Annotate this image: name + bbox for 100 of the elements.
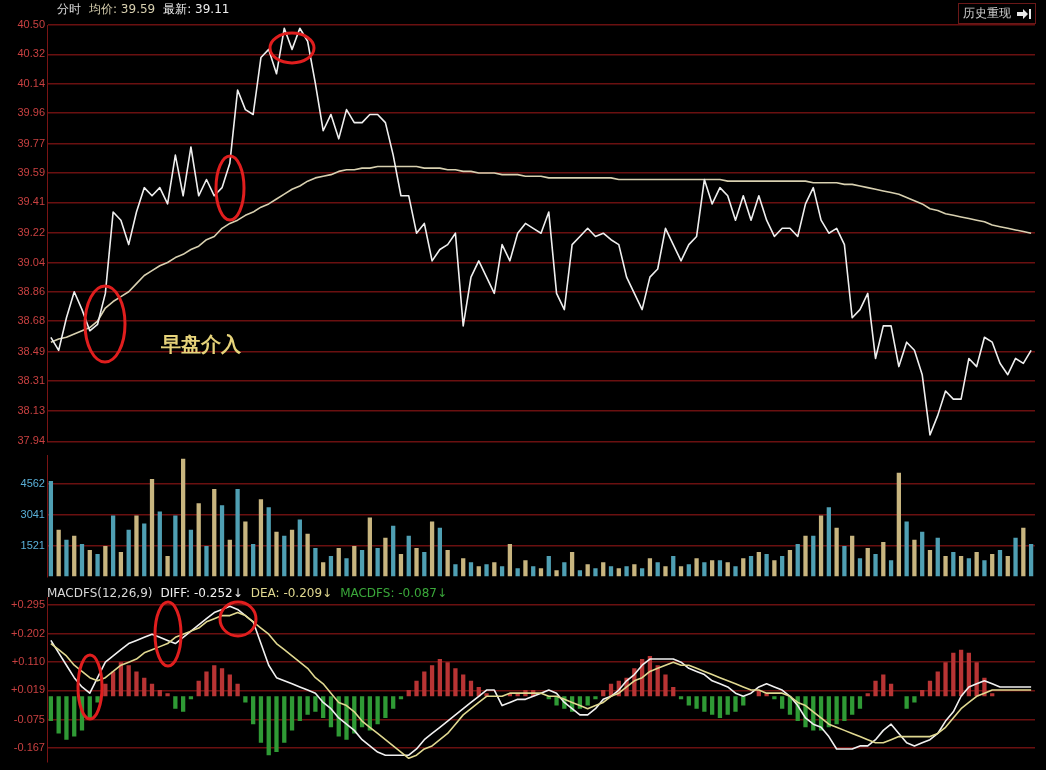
bar	[212, 489, 217, 577]
bar	[888, 683, 894, 697]
bar	[204, 671, 209, 697]
bar	[577, 570, 583, 577]
bar	[344, 558, 349, 577]
bar	[717, 696, 723, 718]
bar	[531, 566, 536, 577]
bar	[663, 674, 668, 697]
bar	[997, 550, 1003, 577]
bar	[103, 545, 108, 577]
bar	[282, 696, 287, 743]
bar	[445, 662, 450, 697]
y-tick-label: +0.202	[11, 626, 45, 639]
bar	[507, 543, 513, 577]
bar	[227, 539, 232, 577]
bar	[818, 515, 824, 577]
bar	[282, 535, 287, 577]
bar	[437, 659, 443, 697]
bar	[79, 543, 85, 577]
bar	[562, 562, 567, 577]
bar	[772, 696, 777, 700]
bar	[173, 515, 178, 577]
y-tick-label: 40.14	[17, 76, 45, 89]
bar	[398, 554, 404, 577]
bar	[780, 696, 785, 709]
bar	[87, 550, 92, 577]
text: MACDFS: -0.087↓	[340, 586, 447, 600]
bar	[733, 566, 738, 577]
y-tick-label: +0.019	[11, 683, 45, 696]
bar	[126, 529, 131, 577]
bar	[958, 649, 964, 697]
y-tick-label: 39.77	[17, 136, 45, 149]
y-tick-label: 38.31	[17, 374, 45, 387]
bar	[398, 696, 404, 700]
bar	[328, 556, 334, 577]
y-tick-label: 39.41	[17, 195, 45, 208]
bar	[694, 558, 699, 577]
bar	[305, 533, 310, 577]
bar	[142, 677, 147, 697]
bar	[297, 696, 302, 722]
y-tick-label: 39.59	[17, 166, 45, 179]
bar	[678, 696, 684, 700]
bar	[725, 562, 730, 577]
bar	[196, 503, 201, 577]
bar	[733, 696, 738, 712]
bar	[157, 511, 162, 577]
bar	[251, 696, 256, 725]
bar	[671, 686, 676, 697]
bar	[313, 696, 318, 712]
bar	[772, 560, 777, 577]
bar	[912, 539, 917, 577]
y-tick-label: 39.22	[17, 226, 45, 239]
bar	[1005, 556, 1010, 577]
bar	[181, 458, 186, 577]
bar	[686, 696, 691, 706]
bar	[492, 562, 497, 577]
bar	[741, 696, 746, 706]
series-label: DIFF: -0.252↓	[160, 586, 243, 600]
bar	[289, 529, 295, 577]
bar	[585, 696, 590, 706]
bar	[585, 564, 590, 577]
bar	[126, 665, 131, 697]
bar	[1028, 543, 1034, 577]
y-tick-label: -0.075	[13, 712, 45, 725]
bar	[748, 556, 754, 577]
bar	[499, 566, 505, 577]
bar	[219, 505, 225, 577]
bar	[289, 696, 295, 731]
bar	[274, 696, 279, 753]
annotation: 早盘介入	[159, 331, 242, 356]
bar	[857, 558, 863, 577]
bar	[663, 566, 668, 577]
bar	[990, 693, 995, 697]
bar	[383, 537, 388, 577]
bar	[64, 539, 69, 577]
bar	[686, 564, 691, 577]
bar	[639, 568, 645, 577]
bar	[375, 696, 380, 725]
bar	[110, 515, 116, 577]
bar	[461, 558, 466, 577]
bar	[873, 680, 878, 697]
bar	[881, 674, 886, 697]
bar	[671, 556, 676, 577]
y-tick-label: 40.50	[17, 18, 45, 31]
bar	[608, 566, 614, 577]
y-tick-label: 4562	[20, 476, 45, 489]
bar	[554, 570, 559, 577]
bar	[1021, 527, 1026, 577]
bar	[927, 550, 933, 577]
bar	[336, 547, 341, 577]
bar	[990, 554, 995, 577]
y-tick-label: -0.167	[13, 741, 45, 754]
bar	[834, 527, 839, 577]
bar	[484, 564, 489, 577]
bar	[873, 554, 878, 577]
y-tick-label: 3041	[20, 507, 45, 520]
chart-title: 分时	[57, 1, 81, 18]
bar	[87, 696, 92, 718]
bar	[826, 507, 831, 577]
bar	[920, 531, 925, 577]
